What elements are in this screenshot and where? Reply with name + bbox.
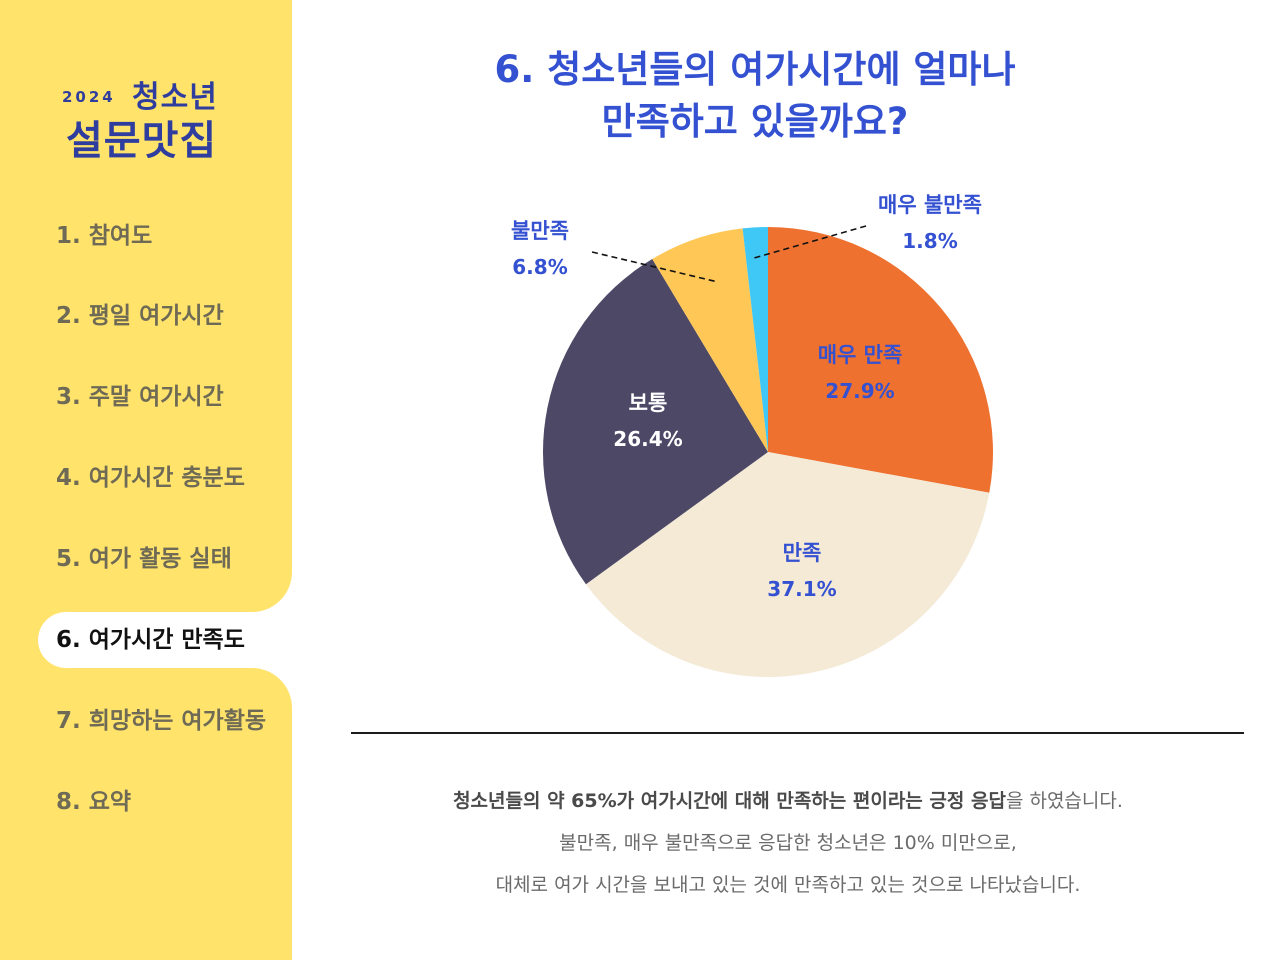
slice-label-satisfied: 만족 bbox=[783, 541, 822, 565]
pie-leader-lines bbox=[591, 225, 867, 283]
sidebar: 2024 청소년 설문맛집 1. 참여도 2. 평일 여가시간 3. 주말 여가… bbox=[0, 0, 292, 960]
sidebar-item-desired-activities[interactable]: 7. 희망하는 여가활동 bbox=[56, 708, 267, 734]
summary-line-1: 청소년들의 약 65%가 여가시간에 대해 만족하는 편이라는 긍정 응답을 하… bbox=[330, 780, 1246, 822]
page-title: 6. 청소년들의 여가시간에 얼마나 만족하고 있을까요? bbox=[330, 44, 1180, 148]
logo-main: 설문맛집 bbox=[66, 118, 218, 164]
page-title-line-2: 만족하고 있을까요? bbox=[601, 100, 909, 143]
summary-line-3: 대체로 여가 시간을 보내고 있는 것에 만족하고 있는 것으로 나타났습니다. bbox=[495, 874, 1081, 896]
summary-line-2: 불만족, 매우 불만족으로 응답한 청소년은 10% 미만으로, bbox=[559, 832, 1017, 854]
slice-label-very-dissatisfied: 매우 불만족 bbox=[878, 193, 982, 217]
active-tab-notch-top bbox=[252, 572, 292, 612]
section-divider bbox=[351, 732, 1244, 734]
sidebar-item-leisure-activities[interactable]: 5. 여가 활동 실태 bbox=[56, 546, 232, 572]
pie-slice-very-satisfied bbox=[768, 227, 993, 493]
pie-slice-very-dissatisfied bbox=[742, 227, 768, 452]
pie-slice-dissatisfied bbox=[652, 228, 768, 452]
page-title-line-1: 6. 청소년들의 여가시간에 얼마나 bbox=[494, 48, 1016, 91]
app-logo: 2024 청소년 설문맛집 bbox=[62, 72, 262, 164]
pie-labels: 매우 만족 27.9% 만족 37.1% 보통 26.4% 불만족 6.8% 매우 불만족 1.8… bbox=[511, 193, 982, 601]
slice-value-dissatisfied: 6.8% bbox=[512, 255, 567, 279]
pie-slice-satisfied bbox=[585, 452, 990, 677]
slice-value-very-satisfied: 27.9% bbox=[825, 379, 894, 403]
slice-value-satisfied: 37.1% bbox=[767, 577, 836, 601]
summary-highlight: 청소년들의 약 65%가 여가시간에 대해 만족하는 편이라는 긍정 응답 bbox=[453, 790, 1006, 812]
active-tab-notch-bottom bbox=[252, 668, 292, 708]
sidebar-item-weekday-leisure[interactable]: 2. 평일 여가시간 bbox=[56, 303, 224, 329]
slice-label-neutral: 보통 bbox=[629, 391, 668, 415]
sidebar-item-summary[interactable]: 8. 요약 bbox=[56, 789, 132, 815]
active-tab-background bbox=[38, 612, 292, 668]
slice-label-dissatisfied: 불만족 bbox=[511, 219, 569, 243]
pie-slices bbox=[543, 227, 993, 677]
logo-top: 청소년 bbox=[132, 80, 218, 115]
pie-slice-neutral bbox=[543, 259, 768, 585]
summary-text: 청소년들의 약 65%가 여가시간에 대해 만족하는 편이라는 긍정 응답을 하… bbox=[330, 780, 1246, 906]
slice-value-neutral: 26.4% bbox=[613, 427, 682, 451]
leader-line-dissatisfied bbox=[591, 251, 719, 283]
summary-line-1-rest: 을 하였습니다. bbox=[1005, 790, 1123, 812]
pie-chart: 매우 만족 27.9% 만족 37.1% 보통 26.4% 불만족 6.8% 매우 불만족 1.8… bbox=[511, 193, 993, 677]
logo-year: 2024 bbox=[62, 88, 116, 106]
sidebar-item-leisure-sufficiency[interactable]: 4. 여가시간 충분도 bbox=[56, 465, 245, 491]
sidebar-item-weekend-leisure[interactable]: 3. 주말 여가시간 bbox=[56, 384, 224, 410]
slice-value-very-dissatisfied: 1.8% bbox=[902, 229, 957, 253]
sidebar-item-participation[interactable]: 1. 참여도 bbox=[56, 223, 153, 249]
sidebar-item-leisure-satisfaction[interactable]: 6. 여가시간 만족도 bbox=[56, 627, 245, 653]
slice-label-very-satisfied: 매우 만족 bbox=[818, 343, 903, 367]
